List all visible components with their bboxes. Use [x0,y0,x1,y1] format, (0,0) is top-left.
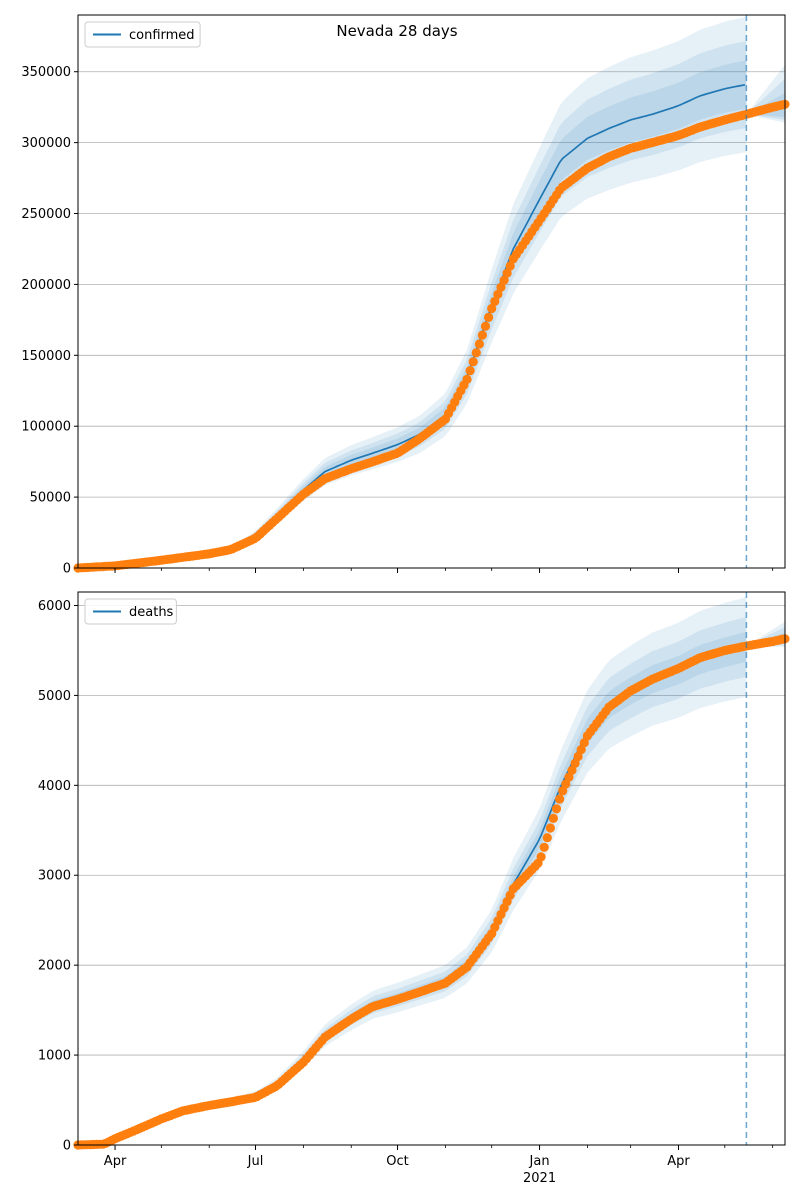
observed-point [490,296,500,306]
observed-point [551,804,562,814]
observed-point [487,303,497,314]
legend-box [84,598,177,625]
y-tick-label: 350000 [21,65,71,80]
x-year-label: 2021 [523,1171,556,1186]
y-tick-label: 6000 [38,599,71,614]
observed-point [555,794,565,804]
y-tick-label: 50000 [30,491,71,506]
y-tick-label: 150000 [21,349,71,364]
y-tick-label: 100000 [21,420,71,435]
observed-point [468,357,478,367]
confidence-band [78,60,747,569]
observed-point [471,348,481,358]
confidence-band [78,631,747,1145]
observed-point [499,275,509,285]
observed-point [545,823,556,833]
y-tick-label: 0 [63,562,71,577]
y-tick-label: 5000 [38,689,71,704]
observed-point [462,374,472,384]
observed-point [576,745,586,755]
x-tick-label: Apr [104,1154,127,1169]
observed-point [474,339,484,349]
observed-point [567,765,577,775]
x-tick-label: Apr [667,1154,690,1169]
observed-point [465,366,475,376]
x-tick-label: Oct [386,1154,408,1169]
y-tick-label: 0 [63,1139,71,1154]
axes-frame [77,14,786,569]
observed-point [493,289,503,299]
observed-point [539,842,549,852]
observed-point [561,779,571,789]
observed-point [536,852,546,862]
axes-frame [77,591,786,1146]
deaths-panel: 0 1000 2000 3000 4000 5000 6000 Apr Jul Oct Jan Apr… [38,591,790,1186]
y-tick-label: 200000 [21,278,71,293]
confidence-band [78,16,747,569]
confidence-band [78,597,747,1145]
y-tick-label: 300000 [21,136,71,151]
y-tick-label: 4000 [38,779,71,794]
figure-title: Nevada 28 days [336,22,457,40]
y-tick-label: 2000 [38,959,71,974]
x-tick-label: Jul [247,1154,264,1169]
observed-point [477,330,487,340]
y-tick-label: 3000 [38,869,71,884]
y-tick-label: 250000 [21,207,71,222]
confirmed-panel: 0 50000 100000 150000 200000 250000 300000 3500… [21,14,790,577]
legend-label: deaths [129,605,174,620]
observed-point [548,813,559,824]
observed-point [542,833,552,843]
observed-point [570,758,580,769]
y-tick-label: 1000 [38,1049,71,1064]
observed-point [496,282,506,292]
observed-point [480,321,491,331]
observed-point [505,261,515,271]
legend-label: confirmed [129,28,195,43]
observed-point [502,268,512,278]
observed-point [558,786,568,796]
observed-point [573,751,583,762]
legend-box [84,21,201,48]
observed-point [484,312,494,322]
x-tick-label: Jan [529,1154,550,1169]
